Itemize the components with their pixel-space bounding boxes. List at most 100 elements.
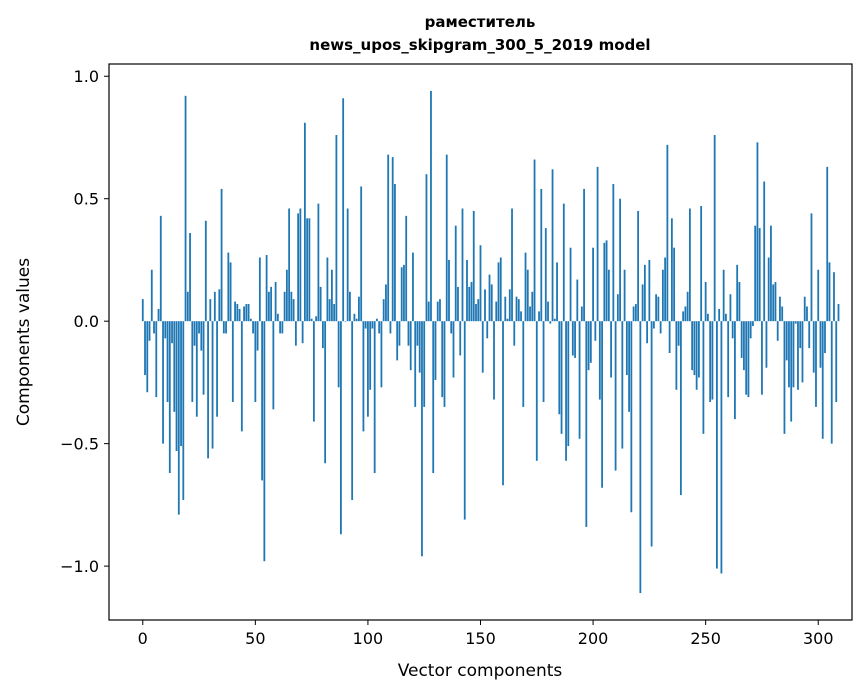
- bar: [646, 321, 649, 344]
- bar: [817, 269, 820, 322]
- bar: [225, 321, 227, 334]
- bar: [382, 299, 385, 322]
- bar: [783, 321, 786, 434]
- bar: [216, 321, 218, 417]
- bar: [522, 321, 525, 407]
- bar: [439, 299, 441, 322]
- bar: [303, 122, 306, 322]
- bar: [380, 321, 383, 388]
- bar: [326, 257, 329, 322]
- bar: [452, 321, 455, 378]
- bar: [281, 321, 284, 334]
- bar: [553, 318, 556, 322]
- bar: [826, 166, 829, 322]
- bar: [200, 321, 203, 351]
- bar: [682, 311, 685, 322]
- bar: [385, 284, 387, 322]
- bar: [454, 225, 457, 322]
- bar: [321, 321, 324, 349]
- bar: [367, 321, 369, 417]
- bar: [258, 257, 261, 322]
- bar: [159, 215, 162, 322]
- x-tick-label: 0: [138, 629, 148, 648]
- bar: [198, 321, 200, 334]
- bar: [506, 318, 509, 322]
- bar: [349, 291, 351, 322]
- x-tick-label: 50: [245, 629, 265, 648]
- bar: [754, 225, 757, 322]
- bar: [587, 321, 590, 371]
- bar: [364, 321, 367, 329]
- bar: [704, 281, 707, 322]
- bar: [294, 321, 297, 346]
- bar: [450, 321, 453, 334]
- bar: [335, 135, 338, 322]
- bar: [526, 269, 529, 322]
- bar: [378, 321, 381, 334]
- bar: [481, 321, 484, 373]
- x-axis-ticks: 0 50 100 150 200 250 300: [138, 620, 834, 648]
- bar: [779, 296, 781, 322]
- bar: [376, 318, 378, 322]
- bar: [362, 321, 365, 432]
- bar: [603, 242, 606, 322]
- bar: [272, 321, 275, 410]
- bar: [207, 321, 209, 459]
- bar: [477, 299, 480, 322]
- bar: [486, 321, 489, 339]
- bar: [270, 286, 273, 322]
- bar: [547, 301, 549, 322]
- bar: [808, 321, 811, 349]
- bar: [211, 321, 214, 449]
- bar: [317, 203, 320, 322]
- bar: [594, 321, 597, 341]
- bar: [560, 321, 563, 434]
- y-tick-label: 1.0: [74, 67, 99, 86]
- bar: [616, 294, 619, 322]
- bar: [799, 321, 802, 349]
- bar: [745, 321, 748, 395]
- bar: [387, 154, 390, 322]
- bar: [180, 321, 182, 447]
- bar: [398, 321, 401, 346]
- y-tick-label: −0.5: [60, 435, 99, 454]
- bar: [155, 321, 158, 398]
- bar: [328, 299, 331, 322]
- bar: [222, 321, 225, 334]
- bar: [668, 321, 671, 354]
- bar: [544, 228, 547, 322]
- bar: [702, 321, 705, 434]
- bar: [186, 291, 189, 322]
- bar: [351, 321, 354, 500]
- bar: [495, 301, 498, 322]
- bar: [493, 321, 495, 400]
- bar: [580, 306, 583, 322]
- bar: [776, 321, 779, 341]
- bar: [821, 321, 824, 439]
- x-tick-label: 200: [578, 629, 609, 648]
- bar: [168, 321, 171, 474]
- bar: [153, 321, 155, 334]
- bar: [308, 218, 311, 322]
- bar: [740, 321, 743, 358]
- bar: [472, 210, 475, 322]
- bar: [828, 262, 831, 322]
- bar: [421, 321, 423, 557]
- bar: [763, 181, 766, 322]
- bar: [457, 286, 459, 322]
- bar: [767, 257, 770, 322]
- bar: [549, 321, 552, 324]
- bar: [249, 318, 252, 322]
- bar: [355, 318, 358, 322]
- y-axis-label: Components values: [14, 258, 34, 426]
- bar: [722, 269, 725, 322]
- bar: [166, 321, 169, 403]
- bar: [236, 304, 239, 322]
- bar: [400, 267, 403, 322]
- bar: [297, 213, 300, 322]
- bar: [801, 321, 804, 383]
- bar: [391, 157, 394, 322]
- bar: [414, 321, 417, 407]
- bar: [344, 321, 347, 322]
